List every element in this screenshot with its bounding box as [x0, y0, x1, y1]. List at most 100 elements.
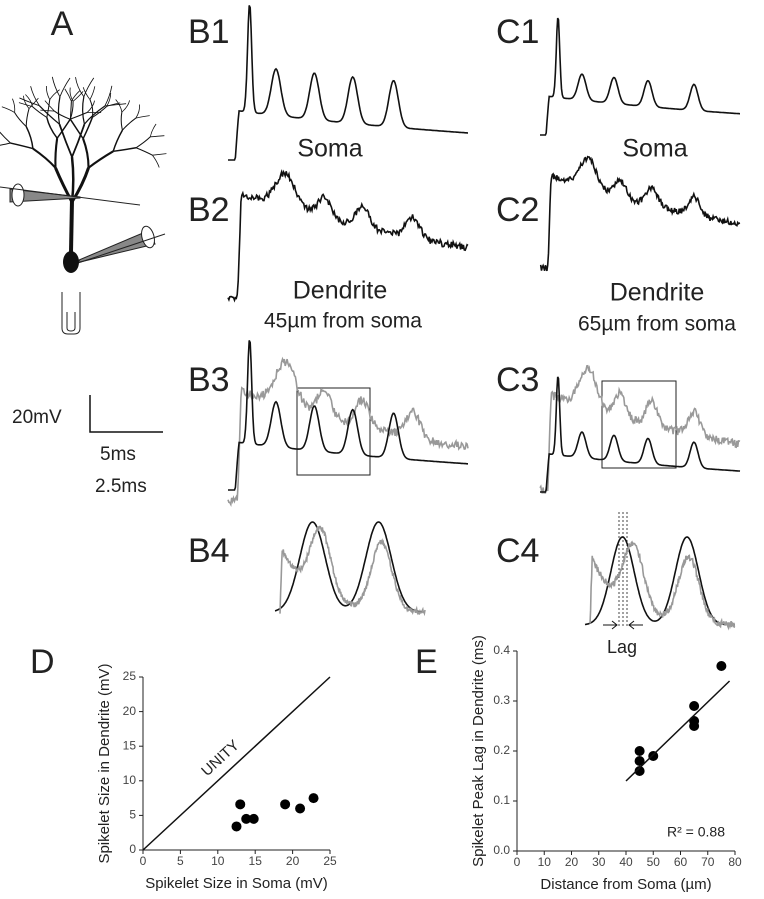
dendrite-branch: [23, 95, 30, 109]
voltage-trace: [539, 155, 741, 272]
dendrite-branch: [10, 142, 34, 150]
dendrite-branch: [12, 98, 16, 113]
y-tick-label: 10: [123, 773, 137, 787]
dendrite-branch: [0, 131, 11, 144]
electrode-end: [141, 225, 155, 249]
x-tick-label: 10: [538, 855, 552, 869]
data-point: [280, 799, 291, 810]
lag-markers: [618, 512, 628, 628]
dendrite-branch: [70, 156, 75, 203]
electrode-line: [0, 186, 141, 206]
x-tick-label: 30: [592, 855, 606, 869]
dendrite-branch: [46, 99, 51, 118]
annotation: R² = 0.88: [667, 824, 725, 840]
dendrite-branch: [70, 167, 90, 203]
dendrite-branch: [30, 86, 40, 106]
voltage-trace: [539, 364, 741, 494]
scale-bar: [89, 395, 163, 433]
dendrite-branch: [82, 138, 90, 168]
x-tick-label: 80: [728, 855, 742, 869]
panel-label: D: [30, 643, 55, 681]
dendrite-branch: [152, 154, 160, 168]
dendrite-branch: [92, 106, 107, 118]
panel-label: C3: [496, 361, 539, 399]
neuron-drawing: [0, 76, 167, 253]
dendrite-branch: [72, 91, 84, 102]
dendrite-branch: [19, 97, 40, 107]
lag-arrows: [603, 620, 643, 630]
zoom-box: [601, 380, 677, 469]
dendrite-branch: [69, 118, 84, 140]
panel-label: B3: [188, 361, 230, 399]
trace-label: Dendrite: [610, 279, 705, 307]
voltage-trace: [279, 525, 426, 617]
x-tick-label: 20: [565, 855, 579, 869]
dendrite-branch: [25, 108, 30, 127]
scale-label: 20mV: [12, 407, 62, 428]
dendrite-branch: [113, 147, 137, 153]
soma: [63, 251, 79, 273]
dendrite-branch: [46, 117, 58, 139]
data-point: [241, 813, 252, 824]
data-point: [235, 799, 246, 810]
y-tick-label: 5: [129, 808, 136, 822]
panel-label: C4: [496, 532, 539, 570]
dendrite-branch: [49, 89, 60, 100]
dendrite-branch: [70, 112, 88, 120]
y-tick-label: 25: [123, 669, 137, 683]
panel-label: C1: [496, 13, 539, 51]
trace-label: Soma: [297, 135, 362, 163]
x-tick-label: 15: [249, 854, 263, 868]
data-point: [689, 701, 700, 711]
data-point: [689, 721, 700, 731]
data-point: [308, 793, 319, 804]
y-tick-label: 0.2: [493, 743, 510, 757]
data-point: [295, 803, 306, 814]
dendrite-branch: [75, 77, 85, 98]
dendrite-branch: [112, 129, 124, 152]
dendrite-branch: [135, 115, 150, 119]
annotation: UNITY: [198, 737, 243, 780]
electrode-line: [71, 233, 166, 266]
dendrite-branch: [135, 104, 140, 119]
lag-label: Lag: [607, 637, 637, 657]
dendrite-branch: [82, 87, 91, 100]
dendrite-branch: [149, 123, 157, 137]
electrode-end: [11, 183, 25, 207]
dendrite-branch: [25, 126, 34, 149]
panel-label: C2: [496, 191, 539, 229]
dendrite-branch: [152, 153, 167, 156]
y-axis-label: Spikelet Peak Lag in Dendrite (ms): [470, 635, 487, 867]
y-axis-label: Spikelet Size in Dendrite (mV): [96, 663, 113, 863]
x-tick-label: 70: [701, 855, 715, 869]
dendrite-branch: [32, 147, 57, 169]
x-tick-label: 40: [619, 855, 633, 869]
dendrite-branch: [69, 101, 72, 120]
x-axis-label: Spikelet Size in Soma (mV): [145, 875, 328, 892]
y-tick-label: 0.0: [493, 843, 510, 857]
voltage-trace: [228, 340, 468, 491]
dendrite-branch: [82, 96, 86, 125]
dendrite-branch: [106, 92, 112, 107]
voltage-trace: [274, 521, 425, 613]
voltage-trace: [227, 356, 469, 507]
y-tick-label: 0: [129, 842, 136, 856]
dendrite-branch: [87, 150, 114, 169]
panel-label: E: [415, 643, 438, 681]
axis: [516, 651, 735, 852]
data-point: [231, 821, 242, 832]
y-tick-label: 15: [123, 738, 137, 752]
voltage-trace: [589, 540, 736, 631]
dendrite-branch: [32, 106, 48, 118]
x-tick-label: 25: [323, 854, 337, 868]
trace-label: 65µm from soma: [578, 313, 736, 336]
dendrite-branch: [104, 103, 127, 107]
voltage-trace: [227, 169, 469, 303]
dendrite-branch: [54, 167, 74, 203]
dendrite-branch: [14, 112, 27, 127]
data-point: [248, 813, 259, 824]
x-tick-label: 5: [177, 854, 184, 868]
x-axis-label: Distance from Soma (µm): [540, 876, 711, 893]
y-tick-label: 0.1: [493, 793, 510, 807]
